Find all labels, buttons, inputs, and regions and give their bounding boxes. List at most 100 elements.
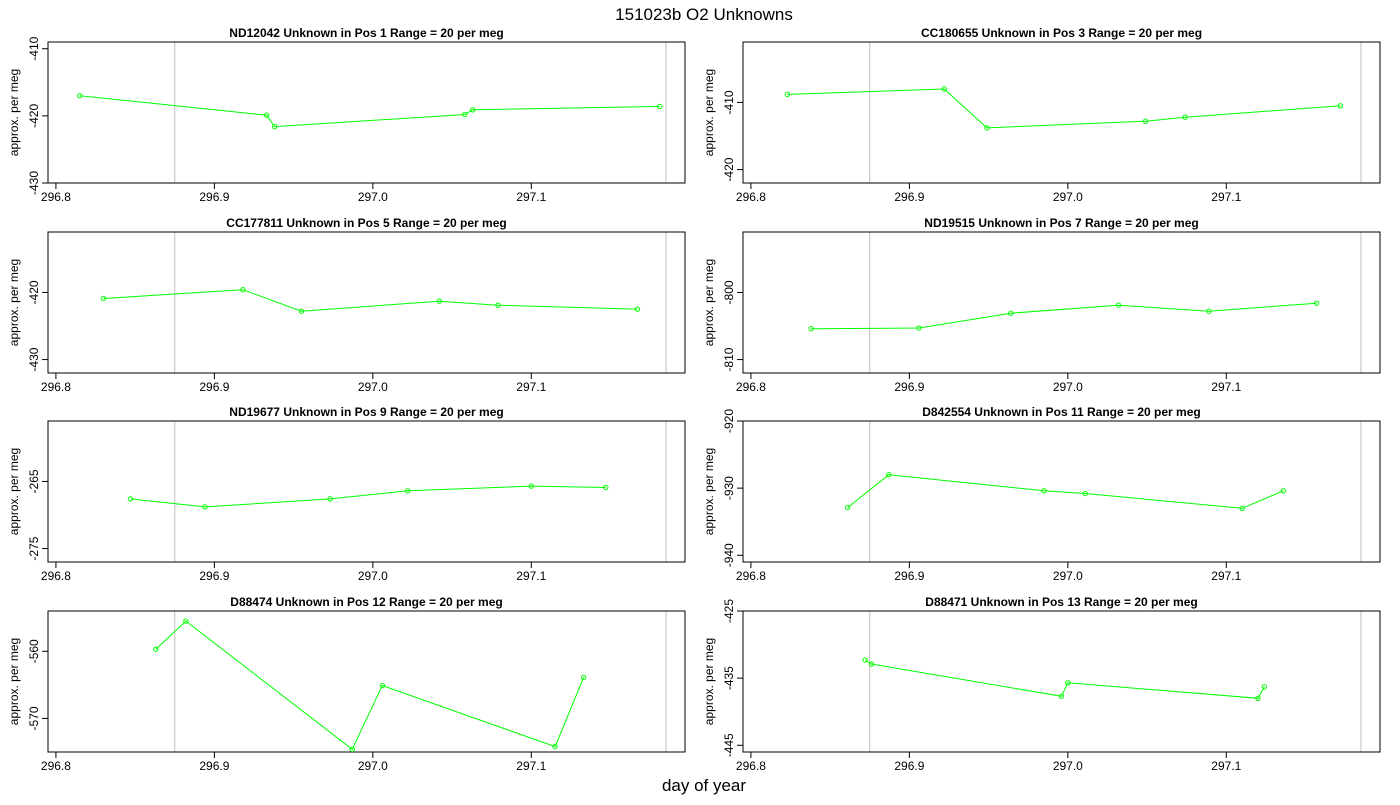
x-tick-label: 297.0	[1053, 569, 1083, 583]
data-point	[202, 504, 208, 510]
x-tick-label: 296.9	[199, 190, 229, 204]
y-tick-label: -410	[27, 36, 41, 60]
y-tick-label: -420	[722, 157, 736, 181]
data-point	[1115, 302, 1122, 308]
y-tick-label: -430	[27, 171, 41, 195]
y-axis-label: approx. per meg	[702, 638, 716, 725]
x-tick-label: 297.0	[1053, 190, 1083, 204]
data-point	[1082, 490, 1088, 497]
panel-title: ND12042 Unknown in Pos 1 Range = 20 per …	[229, 26, 503, 40]
y-tick-label: -800	[722, 280, 736, 304]
y-axis-label: approx. per meg	[702, 69, 716, 156]
x-tick-label: 296.8	[41, 380, 71, 394]
x-tick-label: 297.1	[1211, 190, 1241, 204]
series-line	[130, 485, 606, 508]
data-point	[183, 618, 189, 624]
data-point	[868, 661, 875, 667]
data-point	[844, 504, 851, 511]
y-tick-label: -570	[27, 706, 41, 730]
data-point	[1255, 695, 1261, 701]
data-point	[656, 103, 663, 110]
data-point	[1280, 488, 1287, 494]
y-axis-label: approx. per meg	[7, 69, 21, 156]
y-tick-label: -930	[722, 476, 736, 500]
data-point	[528, 483, 534, 489]
y-axis-label: approx. per meg	[7, 259, 21, 346]
panel-1: ND12042 Unknown in Pos 1 Range = 20 per …	[7, 26, 686, 204]
data-point	[1058, 693, 1065, 699]
data-point	[298, 308, 305, 314]
panel-title: CC177811 Unknown in Pos 5 Range = 20 per…	[226, 216, 506, 230]
series-line	[103, 289, 638, 312]
data-point	[784, 91, 791, 98]
panel-title: D842554 Unknown in Pos 11 Range = 20 per…	[922, 405, 1200, 419]
data-point	[1182, 114, 1188, 120]
y-tick-label: -425	[722, 599, 736, 623]
panel-7: D88474 Unknown in Pos 12 Range = 20 per …	[7, 595, 686, 773]
x-tick-label: 297.1	[1211, 380, 1241, 394]
panel-title: D88474 Unknown in Pos 12 Range = 20 per …	[230, 595, 502, 609]
data-point	[240, 287, 246, 293]
panel-title: ND19515 Unknown in Pos 7 Range = 20 per …	[924, 216, 1198, 230]
series-line	[79, 95, 660, 128]
x-axis-label: day of year	[662, 776, 746, 795]
x-tick-label: 297.1	[1211, 759, 1241, 773]
data-point	[404, 488, 411, 494]
x-tick-label: 296.8	[41, 569, 71, 583]
x-tick-label: 297.0	[1053, 380, 1083, 394]
data-point	[349, 746, 355, 753]
data-point	[1142, 118, 1149, 124]
main-title: 151023b O2 Unknowns	[615, 5, 793, 24]
data-point	[1313, 300, 1320, 306]
panel-title: CC180655 Unknown in Pos 3 Range = 20 per…	[921, 26, 1202, 40]
data-point	[327, 496, 333, 502]
data-point	[552, 743, 558, 750]
x-tick-label: 297.0	[358, 380, 388, 394]
x-tick-label: 297.0	[1053, 759, 1083, 773]
y-axis-label: approx. per meg	[7, 448, 21, 535]
plot-frame	[47, 610, 686, 753]
x-tick-label: 297.0	[358, 759, 388, 773]
y-tick-label: -420	[27, 104, 41, 128]
series-line	[811, 302, 1317, 330]
y-tick-label: -940	[722, 543, 736, 567]
data-point	[462, 111, 468, 118]
plot-frame	[47, 420, 686, 563]
data-point	[1261, 684, 1268, 690]
panel-title: ND19677 Unknown in Pos 9 Range = 20 per …	[229, 405, 503, 419]
data-point	[153, 646, 159, 652]
data-point	[1239, 505, 1245, 511]
y-tick-label: -435	[722, 666, 736, 690]
panel-3: CC177811 Unknown in Pos 5 Range = 20 per…	[7, 216, 686, 394]
x-tick-label: 296.8	[736, 759, 766, 773]
y-tick-label: -920	[722, 409, 736, 433]
series-line	[864, 659, 1265, 699]
data-point	[886, 472, 892, 478]
plot-frame	[742, 610, 1381, 753]
y-tick-label: -275	[27, 536, 41, 560]
x-tick-label: 296.8	[736, 380, 766, 394]
x-tick-label: 296.8	[41, 190, 71, 204]
panel-8: D88471 Unknown in Pos 13 Range = 20 per …	[702, 595, 1381, 773]
data-point	[436, 298, 443, 304]
x-tick-label: 296.9	[894, 190, 924, 204]
data-point	[127, 496, 134, 502]
y-tick-label: -420	[27, 280, 41, 304]
y-axis-label: approx. per meg	[702, 448, 716, 535]
x-tick-label: 296.9	[199, 380, 229, 394]
x-tick-label: 297.1	[516, 569, 546, 583]
data-point	[808, 325, 814, 332]
plot-frame	[742, 41, 1381, 184]
data-point	[379, 682, 386, 689]
panel-title: D88471 Unknown in Pos 13 Range = 20 per …	[925, 595, 1197, 609]
data-point	[1337, 103, 1344, 109]
data-point	[580, 674, 587, 681]
plot-frame	[47, 41, 686, 184]
x-tick-label: 297.0	[358, 569, 388, 583]
plot-frame	[47, 231, 686, 374]
y-tick-label: -810	[722, 347, 736, 371]
x-tick-label: 296.9	[894, 380, 924, 394]
x-tick-label: 296.8	[736, 190, 766, 204]
